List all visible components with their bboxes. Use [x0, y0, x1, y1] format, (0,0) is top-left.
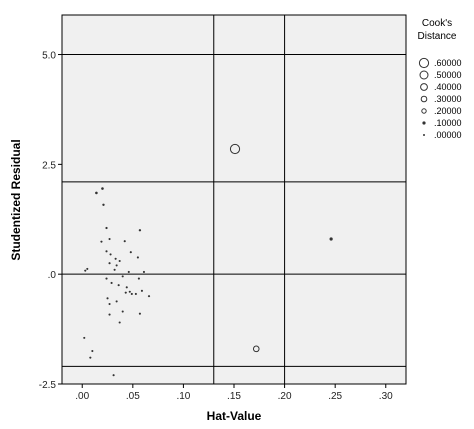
data-point: [86, 267, 89, 270]
data-point: [105, 277, 108, 280]
x-tick-label: .15: [227, 391, 241, 402]
legend-label: .60000: [434, 58, 462, 68]
data-point: [138, 312, 141, 315]
data-point: [114, 257, 117, 260]
legend-title-line-1: Cook's: [422, 18, 452, 29]
data-point: [125, 286, 128, 289]
data-point: [140, 289, 143, 292]
data-point: [118, 259, 121, 263]
y-axis-title: Studentized Residual: [9, 139, 23, 260]
data-point: [105, 250, 108, 253]
data-point: [147, 295, 151, 298]
legend-label: .00000: [434, 130, 462, 140]
legend-label: .40000: [434, 82, 462, 92]
x-tick-label: .30: [379, 391, 393, 402]
y-axis-ticks: -2.5 .0 2.5 5.0: [39, 51, 62, 391]
legend-marker: [421, 108, 427, 114]
plot-background: [61, 14, 407, 385]
data-point: [95, 191, 98, 195]
reference-lines: [62, 15, 406, 384]
x-tick-label: .10: [176, 391, 190, 402]
data-point: [83, 336, 86, 339]
legend-marker: [422, 121, 426, 125]
data-point: [123, 240, 126, 243]
data-point: [108, 262, 111, 265]
x-axis-title: Hat-Value: [207, 409, 262, 423]
legend-marker: [420, 95, 428, 103]
data-point: [136, 256, 139, 259]
data-point: [84, 269, 87, 272]
legend-title-line-2: Distance: [418, 31, 457, 42]
data-point: [252, 345, 260, 353]
data-point: [142, 270, 146, 274]
x-tick-label: .20: [278, 391, 292, 402]
data-point: [108, 237, 111, 241]
legend-marker: [418, 57, 430, 69]
legend-entries: .60000 .50000 .40000 .30000 .20000 .10000 .000…: [418, 57, 462, 140]
data-point: [108, 302, 111, 306]
data-point: [110, 281, 113, 285]
data-point: [105, 226, 108, 230]
data-point: [229, 143, 241, 155]
y-tick-label: 2.5: [42, 160, 56, 171]
legend-label: .30000: [434, 94, 462, 104]
data-point: [89, 356, 92, 359]
legend-label: .20000: [434, 106, 462, 116]
data-point: [130, 292, 133, 296]
data-point: [329, 237, 333, 241]
data-point: [112, 374, 115, 377]
y-tick-label: -2.5: [39, 380, 57, 391]
x-axis-ticks: .00 .05 .10 .15 .20 .25 .30: [75, 384, 393, 402]
x-tick-label: .25: [328, 391, 342, 402]
data-point: [117, 284, 120, 287]
data-point: [134, 292, 137, 296]
data-point: [129, 251, 132, 254]
data-point: [106, 297, 109, 300]
data-point: [108, 313, 111, 316]
legend-marker: [423, 134, 425, 136]
data-point: [127, 270, 130, 274]
data-point: [101, 187, 104, 190]
legend-label: .50000: [434, 70, 462, 80]
data-point: [113, 268, 116, 271]
data-point: [121, 275, 124, 278]
data-point: [115, 264, 118, 267]
legend-marker: [419, 70, 429, 80]
data-point: [115, 300, 118, 303]
data-point: [124, 291, 127, 294]
data-point: [138, 229, 142, 232]
legend-label: .10000: [434, 118, 462, 128]
x-tick-label: .05: [126, 391, 140, 402]
data-point: [121, 310, 124, 313]
data-point: [137, 277, 140, 280]
x-tick-label: .00: [75, 391, 89, 402]
data-point: [102, 203, 105, 206]
data-point: [128, 290, 131, 293]
data-point: [91, 349, 94, 353]
y-tick-label: 5.0: [42, 51, 56, 62]
data-point: [109, 253, 112, 256]
data-point: [118, 321, 121, 324]
legend-marker: [420, 83, 428, 91]
data-point: [100, 240, 103, 243]
data-points: [83, 143, 333, 377]
y-tick-label: .0: [48, 270, 57, 281]
legend: Cook's Distance .60000 .50000 .40000 .30000…: [418, 18, 462, 140]
